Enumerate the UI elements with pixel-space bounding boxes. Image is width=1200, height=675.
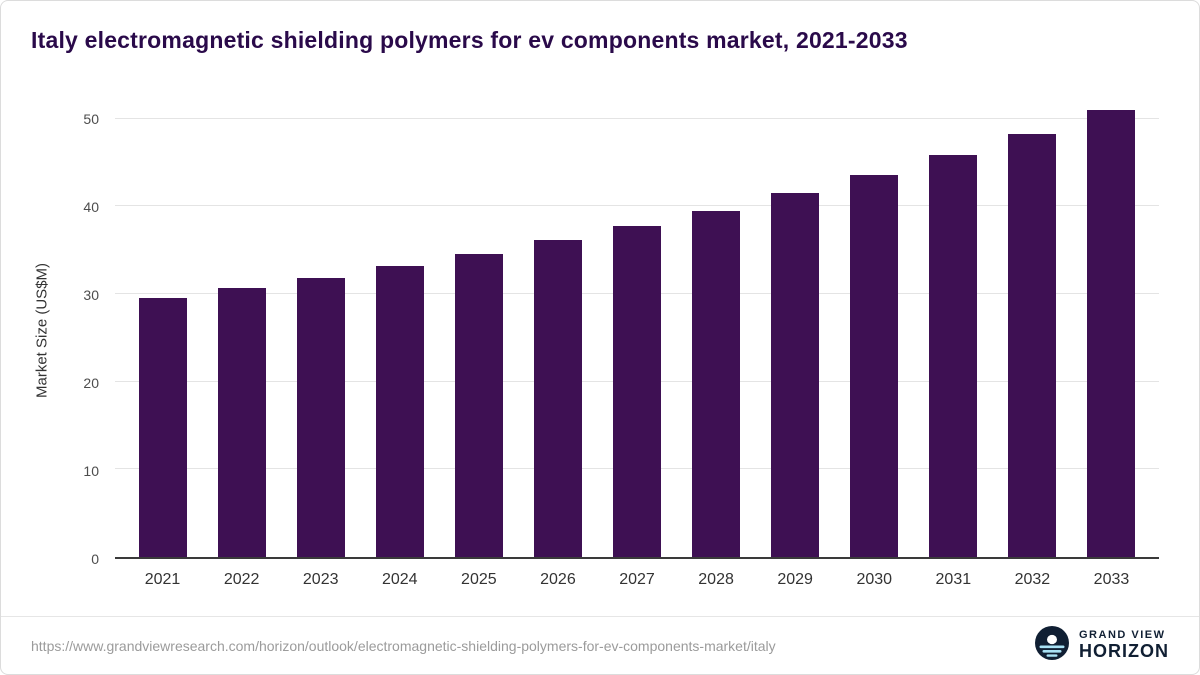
gridline	[115, 117, 1159, 119]
bar-slot	[677, 101, 756, 557]
x-tick-label: 2032	[1014, 571, 1051, 588]
bar-slot	[914, 101, 993, 557]
y-tick-label: 0	[91, 551, 99, 567]
x-tick-label: 2031	[935, 571, 972, 588]
bar-2032	[1008, 134, 1057, 557]
brand-text: GRAND VIEW HORIZON	[1079, 630, 1169, 660]
bar-2033	[1087, 109, 1136, 557]
y-tick-label: 10	[83, 462, 99, 479]
x-tick-label: 2027	[619, 571, 655, 588]
bar-2030	[850, 174, 899, 557]
bar-slot	[202, 101, 281, 557]
x-tick-label: 2025	[461, 571, 497, 588]
x-tick-label: 2026	[540, 571, 576, 588]
x-tick-label: 2024	[381, 571, 418, 588]
y-tick-label: 40	[83, 198, 99, 215]
y-axis: 0 10 20 30 40 50	[59, 101, 115, 567]
source-url: https://www.grandviewresearch.com/horizo…	[31, 637, 776, 654]
brand-name-bottom: HORIZON	[1079, 640, 1169, 661]
bar-2023	[296, 278, 345, 557]
x-tick-label: 2033	[1093, 571, 1130, 588]
footer: https://www.grandviewresearch.com/horizo…	[1, 616, 1199, 674]
bar-chart: Market Size (US$M) 0 10 20 30 40 50 2021 2022 2…	[25, 101, 1159, 606]
bar-2026	[533, 240, 582, 557]
x-tick-label: 2023	[302, 571, 339, 588]
bar-slot	[360, 101, 439, 557]
bars	[115, 101, 1159, 557]
x-tick-label: 2029	[777, 571, 813, 588]
x-axis: 2021 2022 2023 2024 2025 2026 2027 2028 2029 2030…	[115, 559, 1159, 606]
bar-slot	[439, 101, 518, 557]
x-tick-label: 2028	[698, 571, 734, 588]
y-tick-label: 30	[83, 286, 99, 303]
bar-slot	[993, 101, 1072, 557]
bar-2021	[138, 298, 187, 557]
bar-slot	[756, 101, 835, 557]
brand-name-top: GRAND VIEW	[1079, 629, 1166, 642]
bar-2022	[217, 287, 266, 557]
x-tick-label: 2022	[223, 571, 260, 588]
y-axis-title: Market Size (US$M)	[33, 262, 51, 398]
bar-slot	[281, 101, 360, 557]
plot-area	[115, 101, 1159, 559]
x-tick-label: 2021	[144, 571, 181, 588]
bar-slot	[835, 101, 914, 557]
y-tick-label: 50	[83, 110, 99, 127]
page-title: Italy electromagnetic shielding polymers…	[31, 27, 908, 53]
bar-2024	[375, 265, 424, 557]
x-tick-label: 2030	[856, 571, 893, 588]
bar-slot	[1072, 101, 1151, 557]
bar-2031	[929, 155, 978, 557]
bar-slot	[123, 101, 202, 557]
bar-slot	[597, 101, 676, 557]
bar-2027	[613, 226, 661, 557]
horizon-logo-icon	[1034, 625, 1070, 666]
gridline	[115, 205, 1159, 207]
bar-2029	[771, 193, 820, 557]
bar-2028	[692, 210, 741, 557]
y-tick-label: 20	[83, 374, 99, 391]
bar-2025	[454, 254, 503, 557]
brand-logo: GRAND VIEW HORIZON	[1034, 625, 1169, 666]
bar-slot	[518, 101, 597, 557]
